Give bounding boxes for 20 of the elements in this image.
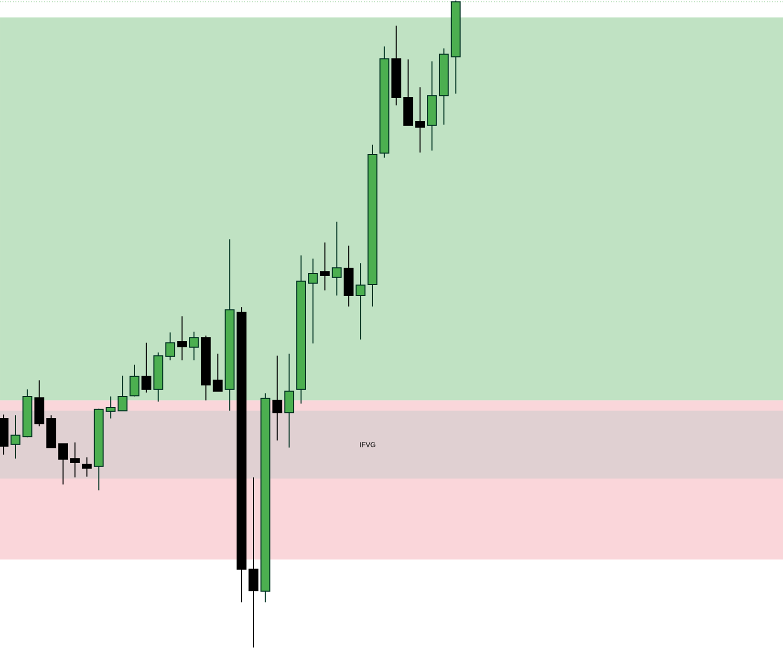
candlestick (284, 353, 294, 448)
candlestick (177, 316, 187, 361)
candlestick (320, 242, 330, 291)
candlestick (356, 262, 366, 340)
candlestick (212, 353, 223, 392)
candlestick (70, 442, 80, 478)
candlestick (272, 355, 282, 441)
candlestick (106, 396, 116, 419)
candlestick (130, 364, 140, 397)
candlestick (332, 221, 342, 296)
candlestick (248, 476, 258, 648)
candlestick (141, 342, 152, 394)
candlestick (415, 86, 425, 154)
candlestick (82, 456, 92, 478)
candlestick (189, 331, 199, 361)
candlestick (308, 258, 318, 344)
candlestick (165, 332, 176, 361)
candlestick (118, 375, 128, 412)
candlestick (58, 443, 68, 485)
candlestick (10, 414, 20, 460)
